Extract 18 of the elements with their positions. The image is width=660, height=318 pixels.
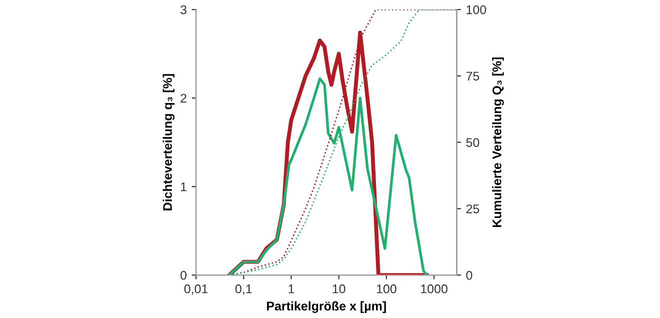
x-tick-label: 10 bbox=[332, 284, 346, 294]
y2-tick-label: 0 bbox=[466, 270, 472, 280]
y-axis-title: Dichteverteilung q₃ [%] bbox=[162, 74, 174, 210]
x-tick-label: 0,01 bbox=[184, 284, 208, 295]
y-tick-label: 3 bbox=[180, 5, 186, 14]
y2-tick-label: 100 bbox=[466, 5, 486, 14]
y2-axis-title: Kumulierte Verteilung Q₃ [%] bbox=[492, 57, 504, 228]
x-tick-label: 1 bbox=[288, 284, 294, 294]
x-tick-label: 100 bbox=[376, 284, 396, 294]
x-axis-title: Partikelgröße x [µm] bbox=[266, 301, 386, 314]
x-tick-label: 0,1 bbox=[235, 284, 252, 295]
y-tick-label: 1 bbox=[180, 182, 186, 192]
y2-tick-label: 25 bbox=[466, 204, 480, 214]
x-tick-label: 1000 bbox=[421, 284, 448, 294]
y2-tick-label: 75 bbox=[466, 72, 480, 81]
y-tick-label: 0 bbox=[180, 270, 187, 280]
y2-tick-label: 50 bbox=[466, 138, 480, 147]
y-tick-label: 2 bbox=[180, 94, 186, 103]
